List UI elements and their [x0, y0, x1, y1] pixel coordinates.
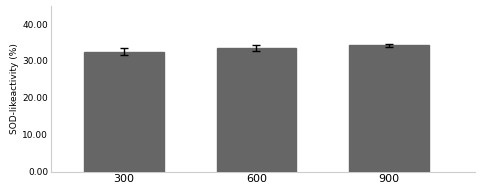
- Bar: [216, 48, 296, 172]
- Y-axis label: SOD-likeactivity (%): SOD-likeactivity (%): [11, 43, 19, 134]
- Bar: [348, 45, 428, 172]
- Bar: [84, 52, 163, 172]
